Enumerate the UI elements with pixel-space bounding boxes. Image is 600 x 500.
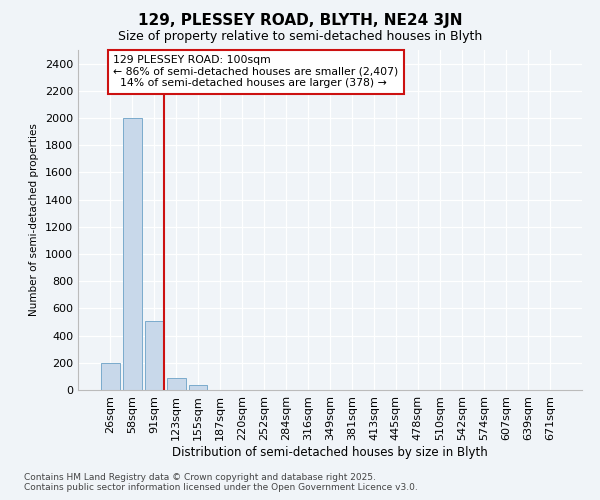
Text: 129 PLESSEY ROAD: 100sqm
← 86% of semi-detached houses are smaller (2,407)
  14%: 129 PLESSEY ROAD: 100sqm ← 86% of semi-d…: [113, 55, 398, 88]
Y-axis label: Number of semi-detached properties: Number of semi-detached properties: [29, 124, 40, 316]
Bar: [145, 320, 164, 390]
Text: 129, PLESSEY ROAD, BLYTH, NE24 3JN: 129, PLESSEY ROAD, BLYTH, NE24 3JN: [138, 12, 462, 28]
Bar: [101, 363, 119, 390]
Text: Size of property relative to semi-detached houses in Blyth: Size of property relative to semi-detach…: [118, 30, 482, 43]
Bar: [189, 385, 208, 390]
X-axis label: Distribution of semi-detached houses by size in Blyth: Distribution of semi-detached houses by …: [172, 446, 488, 458]
Bar: [167, 378, 185, 390]
Text: Contains HM Land Registry data © Crown copyright and database right 2025.
Contai: Contains HM Land Registry data © Crown c…: [24, 473, 418, 492]
Bar: [123, 118, 142, 390]
